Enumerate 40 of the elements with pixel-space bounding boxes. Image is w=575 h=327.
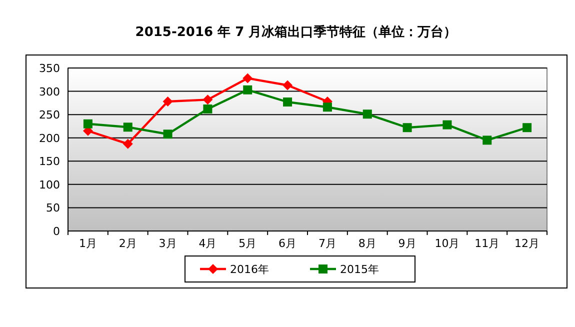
y-tick-label: 50 [46,202,60,215]
legend-label: 2015年 [340,263,379,276]
y-tick-label: 350 [39,62,60,75]
x-tick-label: 11月 [474,237,500,250]
y-tick-label: 150 [39,155,60,168]
y-tick-label: 250 [39,108,60,122]
x-tick-label: 12月 [514,237,540,250]
x-tick-label: 9月 [398,237,416,250]
legend-label: 2016年 [230,263,269,276]
y-tick-label: 300 [39,85,60,98]
point [322,102,332,112]
y-tick-label: 200 [39,132,60,145]
point [163,130,172,139]
x-tick-label: 5月 [238,237,257,250]
x-tick-label: 10月 [434,237,460,250]
point [402,123,412,132]
point [162,96,173,107]
point [442,120,452,130]
y-tick-label: 0 [53,225,60,238]
x-tick-label: 1月 [78,237,97,250]
x-tick-label: 8月 [358,237,376,250]
point [242,73,253,84]
point [482,136,492,145]
point [282,80,293,90]
x-tick-label: 6月 [278,237,297,250]
x-tick-label: 3月 [158,237,177,250]
y-tick-label: 100 [39,178,60,192]
x-tick-label: 7月 [318,237,336,250]
point [243,85,252,94]
point [283,97,292,106]
x-tick-label: 2月 [118,237,137,250]
x-tick-label: 4月 [198,237,217,250]
point [203,104,212,114]
point [522,123,532,132]
point [202,94,213,105]
chart-title: 2015-2016 年 7 月冰箱出口季节特征（单位：万台） [135,24,457,40]
point [362,110,372,119]
point [122,138,133,149]
point [123,122,132,132]
point [83,119,92,128]
